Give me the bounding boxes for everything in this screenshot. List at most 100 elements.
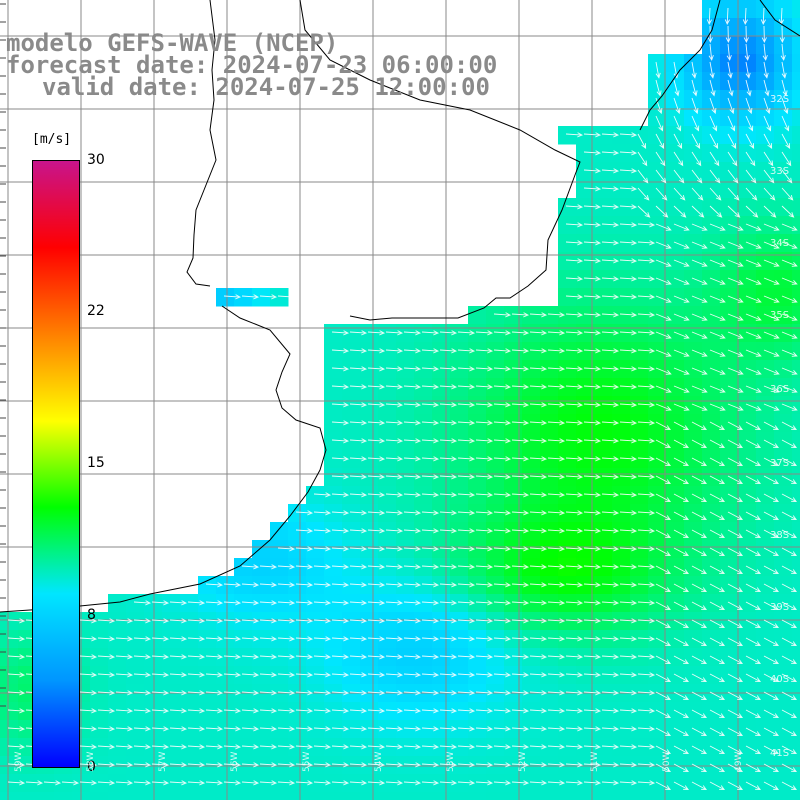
field-cell bbox=[414, 666, 433, 685]
wind-arrow bbox=[385, 330, 404, 336]
wind-arrow bbox=[709, 673, 726, 682]
field-cell bbox=[666, 792, 685, 800]
field-cell bbox=[342, 630, 361, 649]
wind-arrow bbox=[547, 654, 566, 660]
field-cell bbox=[360, 324, 379, 343]
wind-arrow bbox=[709, 295, 726, 303]
field-cell bbox=[702, 108, 721, 127]
field-cell bbox=[0, 702, 19, 721]
wind-arrow bbox=[745, 331, 762, 339]
field-cell bbox=[756, 360, 775, 379]
field-cell bbox=[378, 486, 397, 505]
field-cell bbox=[558, 792, 577, 800]
wind-arrow bbox=[331, 762, 350, 768]
wind-arrow bbox=[709, 745, 726, 754]
wind-arrow bbox=[259, 636, 278, 642]
field-cell bbox=[666, 324, 685, 343]
field-cell bbox=[324, 486, 343, 505]
wind-arrow bbox=[439, 330, 458, 336]
wind-arrow bbox=[745, 313, 762, 321]
wind-arrow bbox=[781, 223, 798, 231]
wind-arrow bbox=[7, 780, 26, 786]
wind-arrow bbox=[637, 636, 656, 642]
wind-arrow bbox=[781, 691, 798, 700]
field-cell bbox=[396, 594, 415, 613]
field-cell bbox=[666, 576, 685, 595]
field-cell bbox=[756, 126, 775, 145]
field-cell bbox=[180, 648, 199, 667]
wind-arrow bbox=[655, 457, 672, 466]
field-cell bbox=[702, 36, 721, 55]
wind-arrow bbox=[655, 259, 672, 267]
wind-arrow bbox=[241, 564, 260, 570]
field-cell bbox=[630, 306, 649, 325]
field-cell bbox=[756, 486, 775, 505]
wind-arrow bbox=[691, 169, 703, 184]
wind-arrow bbox=[331, 618, 350, 624]
field-cell bbox=[162, 594, 181, 613]
wind-arrow bbox=[727, 637, 744, 646]
wind-arrow bbox=[475, 420, 494, 426]
wind-arrow bbox=[655, 277, 672, 285]
field-cell bbox=[666, 594, 685, 613]
wind-arrow bbox=[637, 276, 656, 282]
wind-arrow bbox=[187, 744, 206, 750]
wind-arrow bbox=[637, 510, 656, 516]
wind-arrow bbox=[547, 744, 566, 750]
wind-arrow bbox=[601, 618, 620, 624]
field-cell bbox=[144, 792, 163, 800]
wind-arrow bbox=[439, 492, 458, 498]
field-cell bbox=[684, 216, 703, 235]
wind-arrow bbox=[349, 546, 368, 552]
wind-arrow bbox=[583, 330, 602, 336]
wind-arrow bbox=[655, 529, 672, 538]
field-cell bbox=[306, 576, 325, 595]
field-cell bbox=[792, 702, 800, 721]
field-cell bbox=[792, 216, 800, 235]
field-cell bbox=[558, 756, 577, 775]
wind-arrow bbox=[475, 744, 494, 750]
field-cell bbox=[648, 216, 667, 235]
wind-arrow bbox=[493, 654, 512, 660]
wind-arrow bbox=[511, 528, 530, 534]
wind-arrow bbox=[421, 402, 440, 408]
wind-arrow bbox=[583, 258, 602, 264]
field-cell bbox=[468, 432, 487, 451]
wind-arrow bbox=[655, 619, 672, 628]
wind-arrow bbox=[277, 600, 296, 606]
wind-arrow bbox=[727, 367, 744, 375]
wind-arrow bbox=[745, 277, 762, 285]
field-cell bbox=[414, 630, 433, 649]
field-cell bbox=[576, 792, 595, 800]
field-cell bbox=[702, 270, 721, 289]
wind-arrow bbox=[511, 492, 530, 498]
lon-label: 50W bbox=[662, 751, 672, 772]
field-cell bbox=[36, 774, 55, 793]
field-cell bbox=[450, 774, 469, 793]
wind-arrow bbox=[133, 690, 152, 696]
field-cell bbox=[684, 558, 703, 577]
wind-arrow bbox=[385, 510, 404, 516]
wind-arrow bbox=[547, 366, 566, 372]
field-cell bbox=[522, 774, 541, 793]
field-cell bbox=[468, 756, 487, 775]
field-cell bbox=[594, 576, 613, 595]
wind-arrow bbox=[367, 366, 386, 372]
field-cell bbox=[522, 342, 541, 361]
field-cell bbox=[648, 630, 667, 649]
field-cell bbox=[702, 90, 721, 109]
field-cell bbox=[342, 648, 361, 667]
wind-arrow bbox=[619, 402, 638, 408]
wind-arrow bbox=[403, 348, 422, 354]
field-cell bbox=[684, 540, 703, 559]
field-cell bbox=[252, 288, 271, 307]
field-cell bbox=[486, 594, 505, 613]
field-cell bbox=[720, 432, 739, 451]
wind-arrow bbox=[565, 654, 584, 660]
wind-arrow bbox=[511, 582, 530, 588]
field-cell bbox=[576, 342, 595, 361]
field-cell bbox=[288, 738, 307, 757]
lat-label: 35S bbox=[770, 310, 790, 321]
field-cell bbox=[612, 666, 631, 685]
field-cell bbox=[360, 648, 379, 667]
